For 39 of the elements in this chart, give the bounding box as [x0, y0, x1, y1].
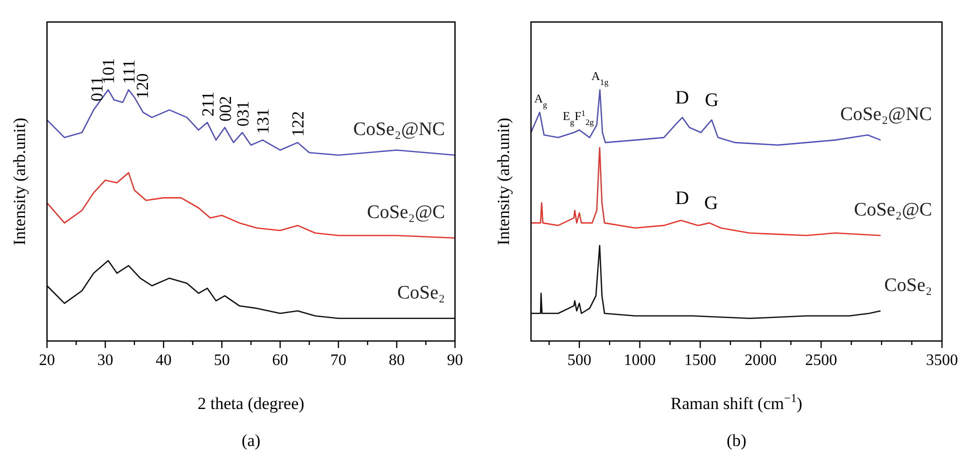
annotation: 002	[216, 96, 235, 122]
x-tick-label: 1500	[684, 352, 716, 369]
annotation: D	[675, 87, 689, 108]
x-tick-label: 500	[567, 352, 592, 369]
x-tick-label: 80	[388, 352, 405, 369]
x-axis-title: Raman shift (cm$^{−1}$)	[670, 391, 802, 413]
x-tick-label: 90	[447, 352, 463, 369]
x-tick-label: 20	[39, 352, 55, 369]
annotation: 131	[254, 108, 273, 134]
series-label: CoSe₂@C	[367, 202, 445, 224]
y-axis-title: Intensity (arb.unit)	[10, 118, 29, 246]
x-tick-label: 2000	[744, 352, 777, 369]
x-tick-label: 60	[272, 352, 288, 369]
series-label: CoSe₂@NC	[840, 104, 932, 126]
x-tick-label: 2500	[805, 352, 838, 369]
y-axis-title: Intensity (arb.unit)	[494, 118, 513, 246]
series-label: CoSe₂	[397, 282, 445, 304]
annotation: A$_{g}$	[534, 91, 548, 109]
text: (b)	[726, 431, 746, 450]
annotation: A$_{1g}$	[591, 68, 610, 86]
series-label: CoSe₂	[884, 274, 932, 296]
x-tick-label: 1000	[624, 352, 656, 369]
x-tick-label: 3500	[926, 352, 958, 369]
annotation: 122	[288, 111, 308, 137]
series-label: CoSe₂@NC	[353, 119, 445, 140]
x-tick-label: 40	[156, 352, 172, 369]
annotation: 211	[198, 92, 218, 116]
annotation: 031	[233, 101, 252, 127]
series-label: CoSe₂@C	[854, 200, 932, 221]
x-tick-label: 50	[214, 352, 230, 369]
text: (a)	[242, 431, 260, 450]
annotation: 120	[133, 73, 152, 99]
x-tick-label: 30	[97, 352, 114, 369]
annotation: E$_{g}$	[562, 109, 576, 127]
x-tick-label: 70	[330, 352, 346, 369]
x-axis-title: 2 theta (degree)	[198, 394, 304, 413]
annotation: G	[704, 192, 718, 214]
annotation: D	[675, 188, 689, 209]
annotation: G	[704, 90, 719, 111]
